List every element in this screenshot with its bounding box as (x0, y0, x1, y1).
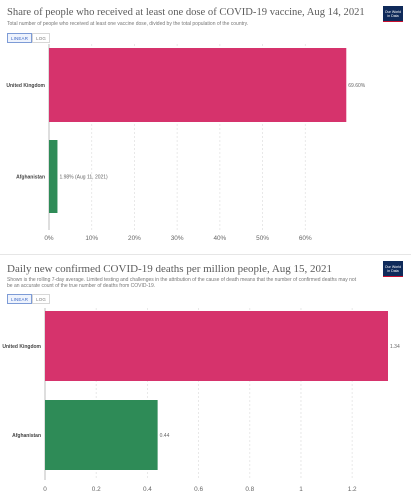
log-button[interactable]: LOG (32, 294, 50, 305)
bar-afghanistan[interactable] (45, 400, 158, 470)
deaths-bar-chart: 0 0.2 0.4 0.6 0.8 1 1.2 United Kingdom 1.34 Afgha… (2, 308, 400, 493)
x-tick-label: 0.6 (194, 486, 203, 493)
x-tick-label: 1 (299, 486, 303, 493)
x-tick-label: 50% (256, 235, 269, 242)
x-tick-label: 20% (128, 235, 141, 242)
chart-subtitle: Total number of people who received at l… (7, 21, 249, 27)
x-tick-label: 0.4 (143, 486, 152, 493)
linear-button[interactable]: LINEAR (7, 33, 33, 44)
log-button[interactable]: LOG (32, 33, 50, 44)
x-tick-label: 60% (299, 235, 312, 242)
value-label: 0.44 (160, 433, 170, 439)
linear-button[interactable]: LINEAR (7, 294, 33, 305)
category-label: Afghanistan (12, 433, 41, 439)
x-tick-label: 0% (44, 235, 54, 242)
category-label: United Kingdom (6, 83, 45, 89)
owid-logo[interactable]: Our World in Data (383, 261, 403, 277)
x-tick-label: 0.2 (92, 486, 101, 493)
chart-subtitle: Shown is the rolling 7-day average. Limi… (7, 277, 357, 289)
vaccination-bar-chart: 0% 10% 20% 30% 40% 50% 60% United Kingdom 69.60%… (6, 44, 366, 242)
value-label: 1.98% (Aug 11, 2021) (59, 174, 108, 180)
x-tick-label: 0.8 (245, 486, 254, 493)
owid-logo[interactable]: Our World in Data (383, 6, 403, 22)
category-label: United Kingdom (2, 344, 41, 350)
scale-toggle: LINEAR LOG (7, 33, 50, 44)
deaths-chart-panel: Daily new confirmed COVID-19 deaths per … (0, 254, 411, 501)
value-label: 69.60% (348, 83, 366, 89)
bar-united-kingdom[interactable] (49, 48, 347, 122)
bar-afghanistan[interactable] (49, 140, 58, 213)
category-label: Afghanistan (16, 174, 45, 180)
x-tick-label: 1.2 (348, 486, 357, 493)
x-tick-label: 30% (171, 235, 184, 242)
chart-title: Daily new confirmed COVID-19 deaths per … (7, 263, 333, 275)
x-tick-label: 40% (213, 235, 226, 242)
chart-title: Share of people who received at least on… (7, 7, 365, 18)
scale-toggle: LINEAR LOG (7, 294, 50, 305)
value-label: 1.34 (390, 344, 400, 350)
x-tick-label: 0 (43, 486, 47, 493)
vaccination-chart-panel: Share of people who received at least on… (0, 0, 411, 250)
x-tick-label: 10% (85, 235, 98, 242)
bar-united-kingdom[interactable] (45, 311, 388, 381)
